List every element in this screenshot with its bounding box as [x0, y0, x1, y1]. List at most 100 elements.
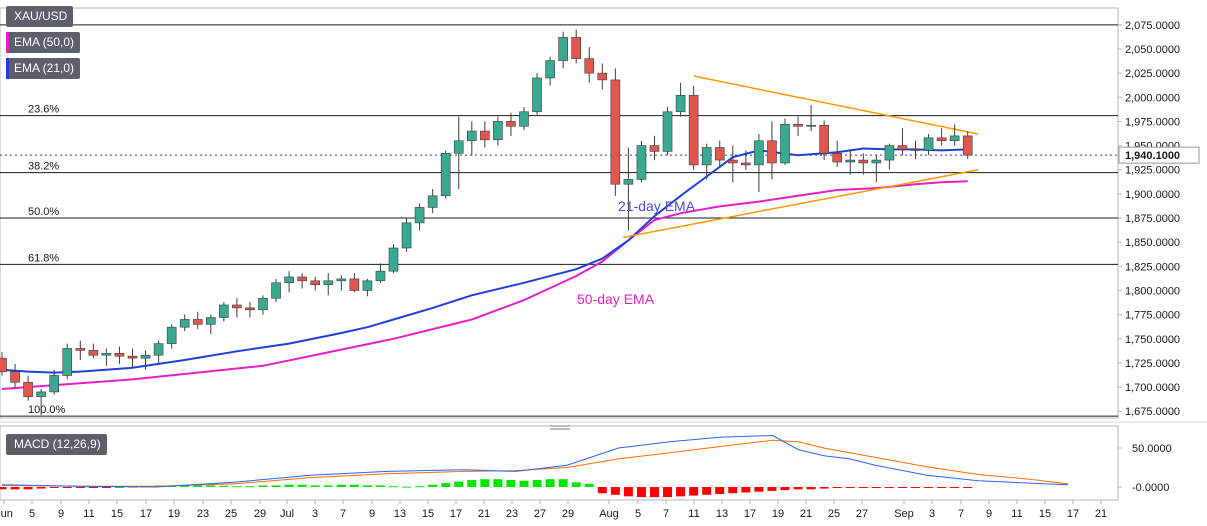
candle-body	[127, 355, 138, 359]
ema50-tag-label: EMA (50,0)	[14, 35, 75, 49]
candle-body	[662, 111, 673, 152]
price-tick-label: 1,975.0000	[1125, 116, 1180, 128]
candle-body	[140, 354, 151, 359]
macd-histogram-bar	[297, 484, 307, 487]
date-tick-label: 15	[1039, 508, 1051, 520]
macd-histogram-bar	[88, 487, 98, 488]
date-tick-label: 11	[83, 508, 94, 520]
macd-histogram-bar	[519, 480, 529, 487]
annotation-21day-ema: 21-day EMA	[618, 198, 696, 214]
macd-tick-label: -0.0000	[1132, 482, 1169, 494]
price-tick-label: 1,725.0000	[1125, 358, 1180, 370]
macd-histogram-bar	[780, 487, 790, 491]
annotation-50day-ema: 50-day EMA	[577, 291, 655, 307]
macd-histogram-bar	[871, 487, 881, 488]
price-tick-label: 1,775.0000	[1125, 310, 1180, 322]
ema50-tag[interactable]: EMA (50,0)	[6, 32, 81, 53]
date-tick-label: Sep	[894, 508, 914, 520]
macd-histogram-bar	[924, 487, 934, 488]
macd-histogram-bar	[858, 487, 868, 488]
date-tick-label: 25	[225, 508, 237, 520]
macd-histogram-bar	[375, 485, 385, 487]
candle-body	[884, 145, 895, 161]
candle-body	[219, 304, 229, 318]
date-tick-label: Jul	[280, 508, 294, 520]
macd-histogram-bar	[806, 487, 816, 490]
date-tick-label: 29	[562, 508, 574, 520]
macd-histogram-bar	[950, 487, 960, 488]
price-tick-label: 2,050.0000	[1125, 44, 1180, 56]
price-tick-label: 2,025.0000	[1125, 68, 1180, 80]
date-tick-label: 11	[688, 508, 699, 520]
date-tick-label: 17	[744, 508, 756, 520]
macd-histogram-bar	[884, 487, 894, 488]
candle-body	[179, 319, 190, 328]
candle-body	[284, 276, 294, 284]
candle-body	[414, 207, 425, 224]
candle-body	[493, 121, 503, 141]
macd-histogram-bar	[219, 485, 229, 487]
macd-histogram-bar	[36, 487, 46, 489]
candle-body	[375, 270, 386, 282]
candle-body	[258, 297, 268, 311]
candle-body	[623, 179, 634, 185]
macd-histogram-bar	[636, 487, 646, 498]
candle-body	[336, 278, 347, 282]
macd-histogram-bar	[101, 487, 111, 488]
candle-body	[10, 371, 20, 383]
macd-plot-frame	[0, 425, 1119, 501]
ema21-tag[interactable]: EMA (21,0)	[6, 58, 81, 79]
candle-body	[519, 111, 529, 127]
date-tick-label: 3	[929, 508, 935, 520]
candle-body	[62, 348, 73, 376]
symbol-tag[interactable]: XAU/USD	[6, 6, 74, 27]
macd-histogram-bar	[206, 485, 216, 487]
candle-body	[36, 391, 46, 398]
main-plot-frame	[0, 7, 1119, 419]
candle-body	[440, 153, 451, 197]
macd-histogram-bar	[754, 487, 764, 492]
candle-body	[114, 352, 125, 357]
macd-signal-line	[1, 439, 1069, 487]
macd-histogram-bar	[323, 485, 333, 487]
candle-body	[714, 147, 725, 161]
macd-histogram-bar	[467, 479, 477, 487]
candle-body	[923, 137, 934, 151]
macd-label: MACD (12,26,9)	[14, 437, 101, 451]
candle-body	[832, 153, 843, 163]
date-tick-label: 23	[506, 508, 518, 520]
candle-body	[910, 149, 921, 151]
macd-histogram-bar	[454, 481, 464, 487]
candle-body	[323, 280, 334, 285]
date-tick-label: 13	[394, 508, 406, 520]
macd-histogram-bar	[584, 483, 594, 487]
macd-tag[interactable]: MACD (12,26,9)	[6, 434, 107, 455]
candle-body	[780, 124, 790, 164]
date-tick-label: Aug	[599, 508, 619, 520]
candle-body	[741, 162, 751, 166]
candle-body	[349, 278, 360, 291]
macd-tick-label: 50.0000	[1132, 443, 1172, 455]
macd-histogram-bar	[480, 479, 490, 487]
macd-histogram-bar	[819, 487, 829, 489]
ema50-line	[1, 180, 968, 390]
candle-body	[480, 130, 490, 141]
ema21-line	[1, 147, 968, 374]
date-tick-label: 23	[197, 508, 209, 520]
macd-histogram-bar	[610, 487, 620, 495]
candle-body	[597, 72, 608, 81]
price-tick-label: 1,825.0000	[1125, 261, 1180, 273]
candle-body	[427, 195, 438, 208]
price-tick-label: 1,750.0000	[1125, 334, 1180, 346]
date-tick-label: 9	[369, 508, 375, 520]
date-tick-label: 5	[635, 508, 641, 520]
candle-body	[245, 307, 255, 311]
ema50-swatch	[6, 32, 9, 53]
macd-histogram-bar	[493, 479, 503, 487]
date-tick-label: 17	[140, 508, 152, 520]
date-tick-label: 7	[340, 508, 346, 520]
macd-histogram-bar	[676, 487, 686, 497]
date-tick-label: 25	[828, 508, 840, 520]
